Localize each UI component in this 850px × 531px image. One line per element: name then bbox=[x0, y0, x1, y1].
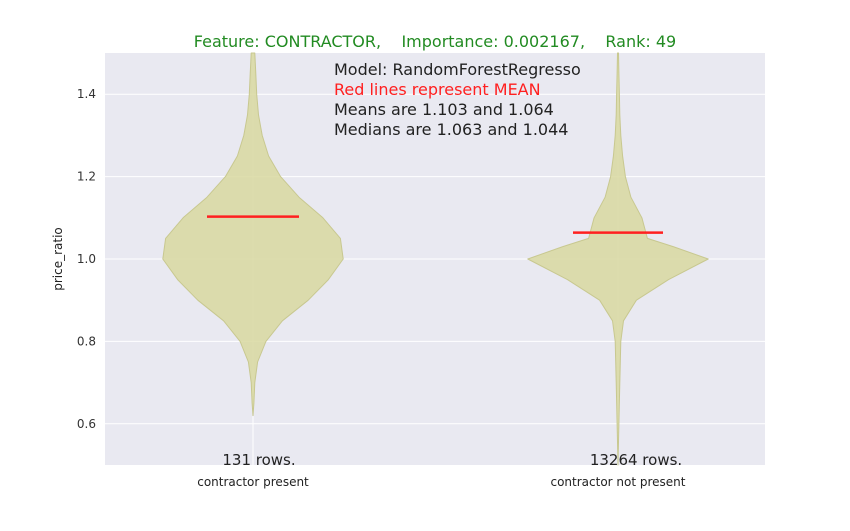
y-tick-label: 1.0 bbox=[77, 252, 96, 266]
violin-contractor-present bbox=[162, 52, 344, 417]
category-label-contractor-present: contractor present bbox=[197, 475, 309, 489]
x-category-labels: 131 rows. contractor present 13264 rows.… bbox=[197, 451, 686, 489]
annotation-medians: Medians are 1.063 and 1.044 bbox=[334, 120, 568, 139]
y-tick-label: 1.2 bbox=[77, 170, 96, 184]
annotation-model: Model: RandomForestRegresso bbox=[334, 60, 581, 79]
annotation-box: Model: RandomForestRegresso Red lines re… bbox=[334, 60, 581, 139]
violin-contractor-not-present bbox=[527, 52, 709, 466]
title-group: Feature: CONTRACTOR, Importance: 0.00216… bbox=[194, 32, 676, 51]
annotation-mean-note: Red lines represent MEAN bbox=[334, 80, 541, 99]
chart-title: Feature: CONTRACTOR, Importance: 0.00216… bbox=[194, 32, 676, 51]
y-axis-label: price_ratio bbox=[51, 227, 65, 291]
annotation-means: Means are 1.103 and 1.064 bbox=[334, 100, 554, 119]
rows-label-contractor-present: 131 rows. bbox=[222, 451, 295, 469]
y-tick-label: 1.4 bbox=[77, 87, 96, 101]
violins bbox=[162, 52, 709, 466]
y-tick-label: 0.8 bbox=[77, 334, 96, 348]
y-axis-ticks: 0.6 0.8 1.0 1.2 1.4 bbox=[77, 87, 96, 431]
y-tick-label: 0.6 bbox=[77, 417, 96, 431]
rows-label-contractor-not-present: 13264 rows. bbox=[590, 451, 682, 469]
category-label-contractor-not-present: contractor not present bbox=[550, 475, 685, 489]
